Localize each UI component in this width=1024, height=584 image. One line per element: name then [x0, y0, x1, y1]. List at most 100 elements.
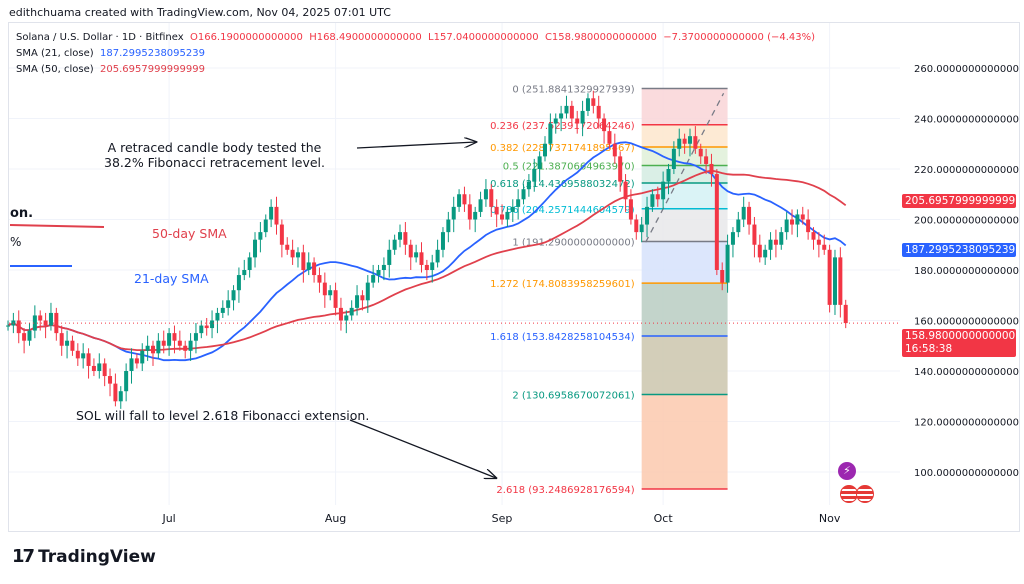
- candle-body: [639, 224, 644, 233]
- candle-body: [526, 181, 531, 190]
- candle-body: [822, 244, 827, 250]
- candle-body: [730, 232, 735, 245]
- candle-body: [54, 312, 59, 334]
- candle-body: [360, 295, 365, 301]
- candle-body: [816, 239, 821, 245]
- candle-body: [795, 214, 800, 225]
- candle-body: [6, 325, 10, 327]
- y-tick-label: 180.0000000000000: [914, 266, 1019, 277]
- candle-body: [108, 376, 113, 384]
- candle-body: [38, 315, 43, 321]
- cut-legend-text: on.: [10, 206, 34, 221]
- candle-body: [81, 353, 86, 359]
- candle-body: [183, 345, 188, 351]
- cut-legend-percent: %: [10, 235, 22, 249]
- candle-body: [70, 340, 75, 351]
- candle-body: [269, 206, 274, 220]
- candle-body: [741, 206, 746, 220]
- candle-body: [344, 315, 349, 321]
- candle-body: [483, 189, 488, 200]
- annotation-50-sma: 50-day SMA: [152, 226, 227, 241]
- candle-body: [736, 219, 741, 233]
- candle-body: [559, 113, 564, 119]
- candle-body: [462, 194, 467, 205]
- candle-body: [451, 206, 456, 220]
- candle-body: [811, 232, 816, 240]
- candle-body: [757, 244, 762, 258]
- candle-body: [124, 371, 129, 392]
- candle-body: [602, 118, 607, 132]
- sma21-label[interactable]: SMA (21, close): [16, 48, 94, 59]
- fib-level-label: 2 (130.6958670072061): [512, 390, 634, 401]
- candle-body: [381, 264, 386, 270]
- candle-body: [312, 262, 317, 276]
- lightning-event-icon[interactable]: ⚡: [838, 462, 856, 480]
- us-flag-event-icon-2[interactable]: [856, 485, 874, 503]
- candle-body: [548, 123, 553, 144]
- candle-body: [322, 282, 327, 296]
- candle-body: [177, 340, 182, 346]
- candle-body: [253, 239, 258, 258]
- candle-body: [306, 262, 311, 270]
- candle-body: [118, 391, 123, 402]
- candle-body: [682, 138, 687, 144]
- fib-zone: [641, 183, 728, 209]
- fib-level-label: 0.5 (221.3870664963970): [503, 161, 635, 172]
- candle-body: [172, 333, 177, 341]
- legend-sma50-line: [9, 224, 105, 228]
- candle-body: [247, 257, 252, 270]
- chart-frame: [8, 22, 1020, 532]
- x-tick-label: Aug: [325, 512, 346, 525]
- sma50-label[interactable]: SMA (50, close): [16, 64, 94, 75]
- annotation-21-sma: 21-day SMA: [134, 271, 209, 286]
- candle-body: [419, 252, 424, 265]
- candle-body: [607, 131, 612, 144]
- candle-body: [591, 98, 596, 106]
- candle-body: [376, 270, 381, 276]
- candle-body: [575, 118, 580, 124]
- candle-body: [500, 214, 505, 220]
- candle-body: [467, 204, 472, 220]
- candle-body: [779, 232, 784, 245]
- candle-body: [661, 181, 666, 200]
- y-tick-label: 160.0000000000000: [914, 317, 1019, 328]
- tradingview-logo[interactable]: 17 TradingView: [12, 546, 156, 567]
- sma21-price-tag: 187.2995238095239: [902, 243, 1016, 257]
- tv-logo-icon: 17: [12, 546, 35, 567]
- candle-body: [27, 330, 32, 341]
- candle-body: [274, 206, 279, 225]
- candle-body: [97, 363, 102, 371]
- candle-body: [687, 136, 692, 144]
- candle-body: [408, 244, 413, 258]
- candle-body: [790, 219, 795, 225]
- fib-zone: [641, 336, 728, 395]
- candle-body: [532, 169, 537, 182]
- candle-body: [671, 148, 676, 169]
- candle-body: [226, 300, 231, 308]
- candle-body: [145, 345, 150, 351]
- candle-body: [714, 174, 719, 270]
- candle-body: [193, 333, 198, 341]
- candle-body: [585, 98, 590, 111]
- candle-body: [553, 118, 558, 124]
- candle-body: [430, 262, 435, 270]
- fib-level-label: 0.236 (237.5239172064246): [490, 121, 635, 132]
- x-tick-label: Nov: [819, 512, 841, 525]
- candle-body: [709, 163, 714, 175]
- fib-zone: [641, 88, 728, 125]
- candle-body: [414, 252, 419, 258]
- y-tick-label: 200.0000000000000: [914, 216, 1019, 227]
- candle-body: [279, 224, 284, 245]
- candle-body: [188, 340, 193, 351]
- candle-body: [285, 244, 290, 250]
- sma50-value: 205.6957999999999: [100, 64, 205, 75]
- sma21-value: 187.2995238095239: [100, 48, 205, 59]
- symbol-title[interactable]: Solana / U.S. Dollar · 1D · Bitfinex: [16, 32, 184, 43]
- candle-body: [473, 211, 478, 220]
- candle-body: [827, 249, 832, 305]
- y-tick-label: 120.0000000000000: [914, 418, 1019, 429]
- candle-body: [645, 206, 650, 225]
- logo-text: TradingView: [38, 546, 156, 567]
- open-value: O166.1900000000000: [189, 32, 303, 43]
